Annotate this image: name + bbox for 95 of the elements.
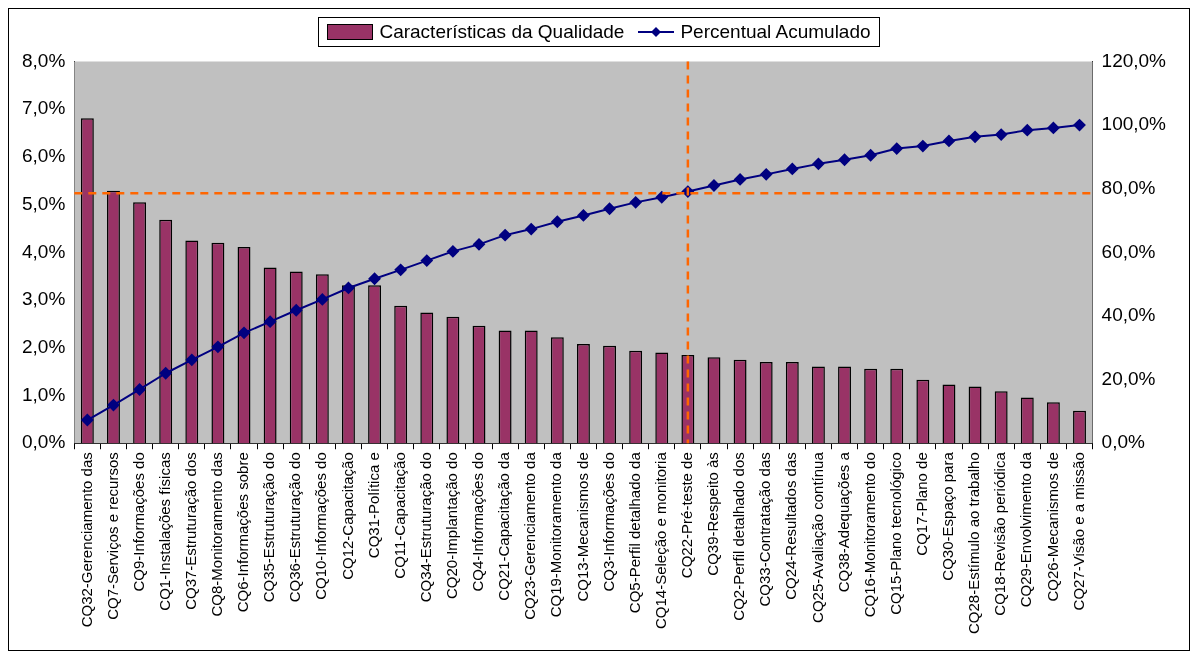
y2-tick-label: 0,0% bbox=[1101, 431, 1145, 453]
x-tick-label: CQ30-Espaço para bbox=[939, 451, 957, 581]
legend-label: Características da Qualidade bbox=[379, 21, 625, 43]
x-tick-label: CQ26-Mecanismos de bbox=[1043, 452, 1061, 602]
x-tick-label: CQ32-Gerenciamento das bbox=[77, 452, 95, 628]
point bbox=[603, 202, 616, 215]
y-tick-label: 3,0% bbox=[21, 288, 66, 310]
y-tick-label: 7,0% bbox=[21, 97, 66, 119]
y2-tick-label: 120,0% bbox=[1101, 49, 1167, 71]
y2-tick-label: 20,0% bbox=[1101, 367, 1156, 389]
x-tick-label: CQ16-Monitoramento do bbox=[860, 452, 878, 618]
point bbox=[133, 383, 146, 396]
x-tick-label: CQ24-Resultados das bbox=[782, 452, 800, 600]
x-tick-label: CQ21-Capacitação da bbox=[495, 451, 513, 601]
y-tick-label: 4,0% bbox=[21, 240, 66, 262]
point bbox=[290, 304, 303, 317]
point bbox=[238, 326, 251, 339]
x-tick-label: CQ23-Gerenciamento da bbox=[521, 451, 539, 620]
point bbox=[864, 149, 877, 162]
x-tick-label: CQ14-Seleção e monitoria bbox=[651, 451, 669, 630]
x-tick-label: CQ31-Política e bbox=[364, 452, 382, 559]
point bbox=[368, 272, 381, 285]
point bbox=[394, 263, 407, 276]
point bbox=[107, 399, 120, 412]
y-tick-label: 2,0% bbox=[21, 336, 66, 358]
x-tick-label: CQ7-Serviços e recursos bbox=[103, 452, 121, 620]
x-tick-label: CQ25-Avaliação contínua bbox=[808, 451, 826, 623]
point bbox=[264, 315, 277, 328]
x-tick-label: CQ27-Visão e a missão bbox=[1069, 452, 1087, 611]
point bbox=[1047, 121, 1060, 134]
legend-label: Percentual Acumulado bbox=[680, 21, 871, 43]
point bbox=[890, 142, 903, 155]
point bbox=[969, 130, 982, 143]
x-tick-label: CQ8-Monitoramento das bbox=[208, 452, 226, 617]
point bbox=[707, 179, 720, 192]
point bbox=[159, 367, 172, 380]
x-tick-label: CQ34-Estruturação do bbox=[416, 452, 434, 603]
y-tick-label: 6,0% bbox=[21, 145, 66, 167]
x-tick-label: CQ19-Monitoramento da bbox=[547, 451, 565, 618]
x-tick-label: CQ17-Plano de bbox=[912, 452, 930, 556]
point bbox=[81, 414, 94, 427]
x-tick-label: CQ3-Informações do bbox=[599, 452, 617, 592]
point bbox=[629, 196, 642, 209]
x-tick-label: CQ10-Informações do bbox=[312, 452, 330, 600]
x-tick-label: CQ28-Estímulo ao trabalho bbox=[965, 452, 983, 635]
point bbox=[942, 134, 955, 147]
x-tick-label: CQ15-Plano tecnológico bbox=[886, 452, 904, 615]
y2-tick-label: 100,0% bbox=[1101, 113, 1167, 135]
y2-tick-label: 80,0% bbox=[1101, 176, 1156, 198]
x-tick-label: CQ13-Mecanismos de bbox=[573, 452, 591, 602]
point bbox=[916, 140, 929, 153]
y2-tick-label: 40,0% bbox=[1101, 304, 1156, 326]
point bbox=[655, 191, 668, 204]
x-tick-label: CQ37-Estruturação dos bbox=[181, 452, 199, 610]
y2-tick-label: 60,0% bbox=[1101, 240, 1156, 262]
x-tick-label: CQ35-Estruturação do bbox=[260, 452, 278, 603]
point bbox=[995, 128, 1008, 141]
x-tick-label: CQ5-Perfil detalhado da bbox=[625, 451, 643, 614]
point bbox=[1021, 124, 1034, 137]
x-tick-label: CQ18-Revisão periódica bbox=[991, 451, 1009, 616]
point bbox=[211, 340, 224, 353]
y-tick-label: 1,0% bbox=[21, 383, 66, 405]
x-tick-label: CQ20-Implantação do bbox=[443, 452, 461, 599]
point bbox=[342, 281, 355, 294]
x-tick-label: CQ36-Estruturação do bbox=[286, 452, 304, 603]
x-tick-label: CQ9-Informações do bbox=[129, 452, 147, 592]
point bbox=[446, 245, 459, 258]
x-tick-label: CQ29-Envolvimento da bbox=[1017, 451, 1035, 608]
x-tick-label: CQ39-Respeito às bbox=[704, 452, 722, 576]
y-tick-label: 8,0% bbox=[21, 49, 66, 71]
point bbox=[499, 229, 512, 242]
point bbox=[473, 238, 485, 251]
point bbox=[734, 173, 747, 186]
y-tick-label: 5,0% bbox=[21, 192, 66, 214]
point bbox=[786, 162, 799, 175]
x-tick-label: CQ2-Perfil detalhado dos bbox=[730, 452, 748, 621]
x-tick-label: CQ4-Informações do bbox=[469, 452, 487, 592]
point bbox=[760, 168, 773, 181]
x-tick-label: CQ11-Capacitação bbox=[390, 452, 408, 579]
x-tick-label: CQ22-Pré-teste de bbox=[678, 452, 696, 579]
point bbox=[525, 223, 538, 236]
point bbox=[838, 153, 851, 166]
point bbox=[316, 293, 329, 306]
point bbox=[420, 254, 433, 267]
x-tick-label: CQ38-Adequações a bbox=[834, 451, 852, 593]
point bbox=[185, 353, 198, 366]
y-tick-label: 0,0% bbox=[21, 431, 66, 453]
x-tick-label: CQ6-Informações sobre bbox=[234, 452, 252, 613]
x-tick-label: CQ33-Contratação das bbox=[756, 452, 774, 607]
x-tick-label: CQ12-Capacitação bbox=[338, 452, 356, 580]
point bbox=[551, 215, 564, 228]
point bbox=[812, 157, 825, 170]
x-tick-label: CQ1-Instalações físicas bbox=[155, 452, 173, 611]
point bbox=[577, 209, 590, 222]
point bbox=[1073, 119, 1086, 132]
